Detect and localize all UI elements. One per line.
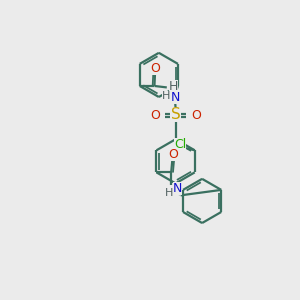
Text: O: O	[191, 109, 201, 122]
Text: N: N	[173, 182, 182, 195]
Text: O: O	[150, 109, 160, 122]
Text: H: H	[169, 80, 178, 93]
Text: O: O	[169, 148, 178, 160]
Text: H: H	[162, 91, 170, 101]
Text: H: H	[165, 188, 173, 198]
Text: S: S	[171, 107, 181, 122]
Text: Cl: Cl	[174, 139, 186, 152]
Text: O: O	[151, 62, 160, 75]
Text: N: N	[170, 91, 180, 103]
